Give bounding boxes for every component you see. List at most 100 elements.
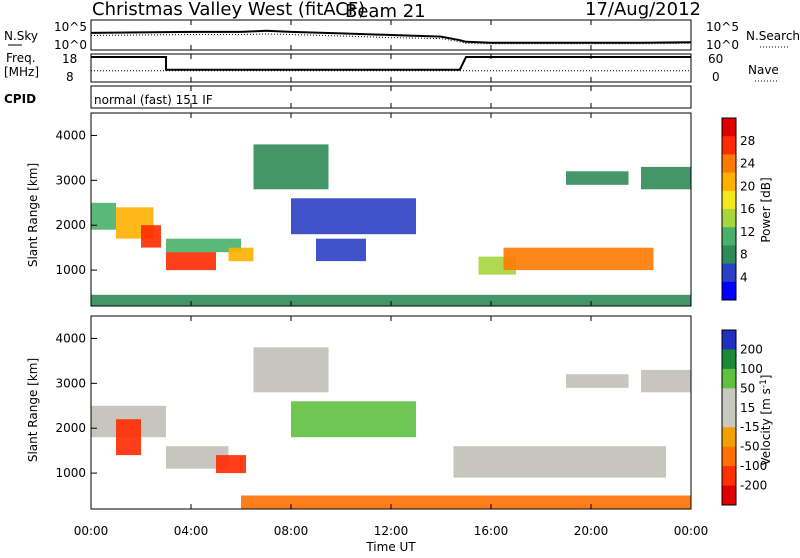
echo-region — [216, 455, 246, 474]
echo-region — [141, 225, 161, 248]
velocity-colorbar-tick: -50 — [740, 440, 760, 454]
echo-region — [641, 166, 691, 190]
colorbar-swatch — [722, 263, 736, 283]
nave-right-tick-bottom: 0 — [712, 70, 720, 84]
echo-region — [316, 238, 366, 262]
colorbar-swatch — [722, 209, 736, 228]
echo-region — [91, 294, 691, 306]
noise-right-tick-top: 10^5 — [706, 20, 739, 34]
velocity-colorbar-label: Velocity [m s-1] — [759, 375, 773, 466]
echo-region — [566, 171, 629, 185]
y-tick-label: 1000 — [55, 466, 86, 480]
colorbar-swatch — [722, 446, 736, 467]
y-tick-label: 2000 — [55, 421, 86, 435]
velocity-y-axis: 1000 2000 3000 4000 — [55, 331, 97, 480]
x-axis-label: Time UT — [365, 540, 416, 554]
nsky-label: N.Sky — [4, 29, 38, 43]
power-colorbar-tick: 8 — [740, 248, 748, 262]
beam-title: Beam 21 — [345, 1, 426, 22]
colorbar-frame — [721, 117, 737, 301]
colorbar-swatch — [722, 281, 736, 301]
echo-region — [291, 401, 416, 438]
velocity-ylabel: Slant Range [km] — [26, 358, 40, 462]
echo-region — [116, 419, 141, 456]
velocity-heatmap — [91, 347, 691, 509]
y-tick-label: 4000 — [55, 331, 86, 345]
colorbar-swatch — [722, 190, 736, 210]
power-colorbar-tick: 24 — [740, 157, 755, 171]
noise-left-tick-bottom: 10^0 — [54, 38, 87, 52]
colorbar-swatch — [722, 245, 736, 265]
y-tick-label: 2000 — [55, 218, 86, 232]
velocity-colorbar-tick: -200 — [740, 479, 767, 493]
freq-unit: [MHz] — [4, 65, 39, 79]
colorbar-swatch — [722, 154, 736, 174]
noise-right-tick-bottom: 10^0 — [706, 38, 739, 52]
freq-left-tick-top: 18 — [62, 52, 77, 66]
echo-region — [503, 247, 654, 271]
echo-region — [253, 347, 329, 393]
colorbar-swatch — [722, 407, 736, 428]
y-tick-label: 4000 — [55, 128, 86, 142]
velocity-colorbar-tick: -15 — [740, 420, 760, 434]
x-tick-label: 20:00 — [574, 524, 609, 538]
colorbar-swatch — [722, 172, 736, 192]
colorbar-swatch — [722, 118, 736, 137]
y-tick-label: 3000 — [55, 173, 86, 187]
nave-label: Nave — [748, 63, 779, 77]
velocity-colorbar: 200 100 50 15 -15 -50 -100 -200 — [721, 329, 767, 506]
colorbar-swatch — [722, 368, 736, 389]
echo-region — [241, 495, 691, 509]
power-heatmap — [91, 144, 691, 306]
power-colorbar-label: Power [dB] — [759, 177, 773, 242]
echo-region — [253, 144, 329, 190]
velocity-colorbar-tick: 100 — [740, 362, 763, 376]
echo-region — [228, 247, 254, 262]
echo-region — [566, 374, 629, 388]
colorbar-swatch — [722, 136, 736, 155]
nsearch-label: N.Search — [746, 29, 800, 43]
colorbar-swatch — [722, 485, 736, 506]
colorbar-swatch — [722, 349, 736, 370]
date-title: 17/Aug/2012 — [585, 0, 701, 20]
noise-left-tick-top: 10^5 — [54, 20, 87, 34]
velocity-colorbar-tick: 50 — [740, 381, 755, 395]
y-tick-label: 1000 — [55, 263, 86, 277]
colorbar-frame — [721, 329, 737, 506]
x-tick-label: 08:00 — [274, 524, 309, 538]
power-colorbar-tick: 12 — [740, 225, 755, 239]
x-tick-label: 12:00 — [374, 524, 409, 538]
colorbar-swatch — [722, 466, 736, 486]
x-tick-label: 00:00 — [674, 524, 709, 538]
velocity-colorbar-tick: -100 — [740, 459, 767, 473]
power-colorbar: 4 8 12 16 20 24 28 — [721, 117, 755, 301]
echo-region — [166, 252, 216, 271]
colorbar-swatch — [722, 427, 736, 448]
nsky-series-line — [90, 29, 692, 44]
echo-region — [166, 446, 229, 469]
power-y-axis: 1000 2000 3000 4000 — [55, 128, 97, 277]
x-tick-label: 04:00 — [174, 524, 209, 538]
colorbar-swatch — [722, 330, 736, 350]
colorbar-swatch — [722, 227, 736, 246]
power-ylabel: Slant Range [km] — [26, 163, 40, 267]
power-colorbar-tick: 16 — [740, 202, 755, 216]
freq-series-line — [91, 56, 691, 71]
power-colorbar-tick: 4 — [740, 270, 748, 284]
velocity-unit-exp: -1 — [759, 379, 769, 388]
velocity-unit-close: ] — [759, 375, 773, 380]
velocity-colorbar-tick: 15 — [740, 401, 755, 415]
freq-label: Freq. — [6, 51, 36, 65]
station-title: Christmas Valley West (fitACF) — [92, 0, 365, 20]
echo-region — [291, 198, 416, 235]
power-colorbar-tick: 20 — [740, 179, 755, 193]
cpid-text: normal (fast) 151 IF — [94, 93, 213, 107]
velocity-unit-main: Velocity [m s — [759, 388, 773, 465]
echo-region — [641, 369, 691, 393]
x-tick-label: 00:00 — [74, 524, 109, 538]
echo-region — [453, 446, 666, 478]
colorbar-swatch — [722, 388, 736, 409]
power-colorbar-tick: 28 — [740, 134, 755, 148]
cpid-label: CPID — [4, 92, 36, 106]
